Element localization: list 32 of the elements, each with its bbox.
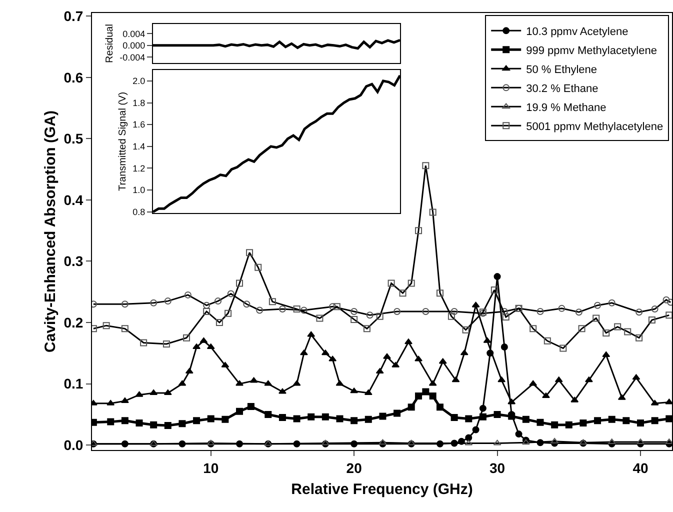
x-tick-label: 30 [489,460,506,476]
y-tick-label: 1.8 [132,98,146,108]
y-axis-title: Cavity-Enhanced Absorption (GA) [42,110,59,352]
y-tick-label: 0.3 [64,253,84,270]
y-tick-label: -0.004 [120,52,146,62]
y-tick-label: 0.5 [64,130,84,147]
y-tick-label: 0.4 [64,192,84,208]
y-tick-label: 0.1 [64,376,84,392]
y-tick-label: 1.0 [132,185,146,196]
legend-label: 5001 ppmv Methylacetylene [526,120,664,133]
y-tick-label: 0.7 [64,8,84,24]
y-tick-label: 1.2 [132,163,146,174]
y-tick-label: 0.000 [122,40,146,51]
legend-label: 19.9 % Methane [526,102,606,114]
y-tick-label: 0.8 [132,207,146,218]
y-tick-label: 1.4 [132,142,146,152]
y-tick-label: 1.6 [132,120,146,130]
legend-label: 30.2 % Ethane [526,82,598,95]
x-tick-label: 10 [203,460,219,476]
y-tick-label: 0.6 [64,69,84,86]
legend-label: 10.3 ppmv Acetylene [526,26,628,38]
legend-label: 999 ppmv Methylacetylene [526,44,657,57]
x-axis-title: Relative Frequency (GHz) [291,480,473,498]
x-tick-label: 40 [632,460,648,476]
y-axis-title: Residual [104,24,116,63]
x-tick-label: 20 [346,460,362,476]
y-tick-label: 0.0 [64,437,84,453]
y-tick-label: 2.0 [132,76,146,86]
y-tick-label: 0.004 [122,28,146,39]
y-tick-label: 0.2 [64,314,84,330]
y-axis-title: Transmitted Signal (V) [118,92,129,192]
legend-label: 50 % Ethylene [526,64,598,76]
